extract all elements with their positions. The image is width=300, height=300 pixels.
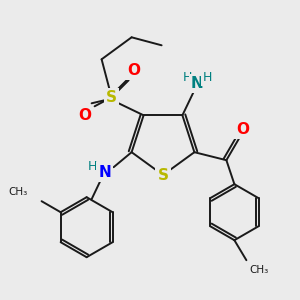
Text: S: S xyxy=(106,90,117,105)
Text: H: H xyxy=(203,71,212,84)
Text: N: N xyxy=(191,76,204,91)
Text: H: H xyxy=(88,160,97,173)
Text: S: S xyxy=(158,167,169,182)
Text: N: N xyxy=(98,165,111,180)
Text: CH₃: CH₃ xyxy=(8,187,28,197)
Text: CH₃: CH₃ xyxy=(249,265,268,275)
Text: H: H xyxy=(183,71,192,84)
Text: O: O xyxy=(236,122,249,137)
Text: O: O xyxy=(127,63,140,78)
Text: O: O xyxy=(78,108,91,123)
